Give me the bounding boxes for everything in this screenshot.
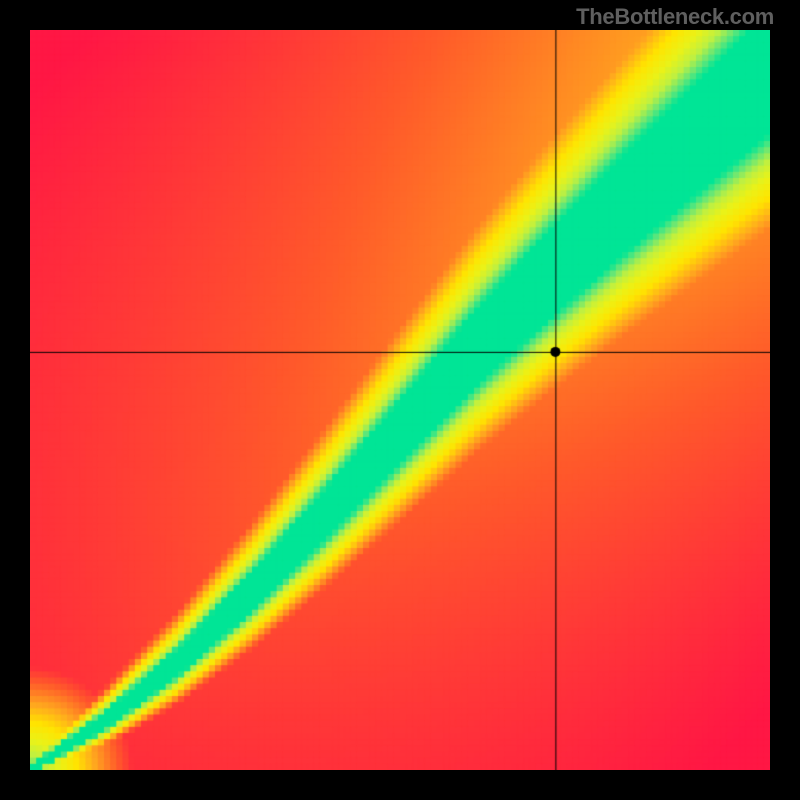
watermark-text: TheBottleneck.com [576, 4, 774, 30]
bottleneck-heatmap [30, 30, 770, 770]
